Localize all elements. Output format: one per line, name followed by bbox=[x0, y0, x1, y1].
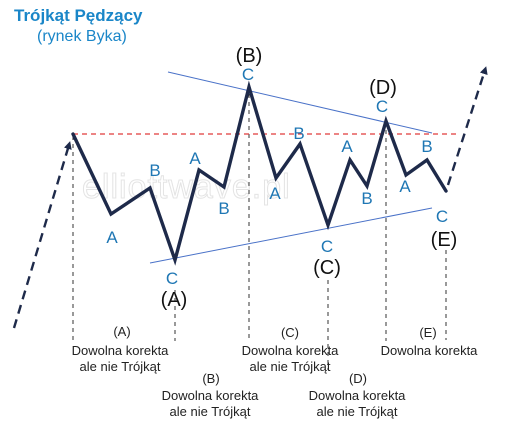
major-label-a: (A) bbox=[161, 289, 188, 311]
wave-label-c1: C bbox=[166, 269, 178, 288]
wave-label-a5: A bbox=[399, 177, 411, 196]
wave-label-a1: A bbox=[106, 228, 118, 247]
watermark: elliottwave.pl bbox=[82, 168, 291, 206]
caption-b-tag: (B) bbox=[202, 371, 219, 386]
caption-b-line2: ale nie Trójkąt bbox=[170, 404, 251, 419]
caption-a-line1: Dowolna korekta bbox=[72, 343, 170, 358]
guide-lines bbox=[72, 86, 447, 370]
caption-d-line1: Dowolna korekta bbox=[309, 388, 407, 403]
diagram-subtitle: (rynek Byka) bbox=[37, 28, 127, 45]
wave-label-a2: A bbox=[189, 149, 201, 168]
major-label-c: (C) bbox=[313, 257, 341, 279]
major-label-b: (B) bbox=[236, 45, 263, 67]
wave-label-b2: B bbox=[218, 199, 229, 218]
major-label-d: (D) bbox=[369, 77, 397, 99]
caption-e-line1: Dowolna korekta bbox=[381, 343, 479, 358]
wave-label-b4: B bbox=[361, 189, 372, 208]
wave-label-c3: C bbox=[321, 237, 333, 256]
breakout-arrow bbox=[446, 66, 488, 186]
lower-trendline bbox=[149, 207, 433, 264]
caption-a-line2: ale nie Trójkąt bbox=[80, 359, 161, 374]
caption-c-line1: Dowolna korekta bbox=[242, 343, 340, 358]
prior-trend-arrow bbox=[12, 141, 72, 329]
caption-c-tag: (C) bbox=[281, 325, 299, 340]
wave-label-c2: C bbox=[242, 65, 254, 84]
wave-label-c5: C bbox=[436, 207, 448, 226]
diagram-title: Trójkąt Pędzący bbox=[14, 6, 143, 25]
wave-label-a3: A bbox=[269, 184, 281, 203]
wave-label-b3: B bbox=[293, 124, 304, 143]
caption-a-tag: (A) bbox=[113, 324, 130, 339]
caption-d-line2: ale nie Trójkąt bbox=[317, 404, 398, 419]
wave-label-b5: B bbox=[421, 137, 432, 156]
caption-c-line2: ale nie Trójkąt bbox=[250, 359, 331, 374]
wave-label-a4: A bbox=[341, 137, 353, 156]
wave-path bbox=[71, 80, 448, 266]
caption-e-tag: (E) bbox=[419, 325, 436, 340]
wave-label-b1: B bbox=[149, 161, 160, 180]
caption-b-line1: Dowolna korekta bbox=[162, 388, 260, 403]
major-label-e: (E) bbox=[431, 229, 458, 251]
wave-label-c4: C bbox=[376, 97, 388, 116]
caption-d-tag: (D) bbox=[349, 371, 367, 386]
